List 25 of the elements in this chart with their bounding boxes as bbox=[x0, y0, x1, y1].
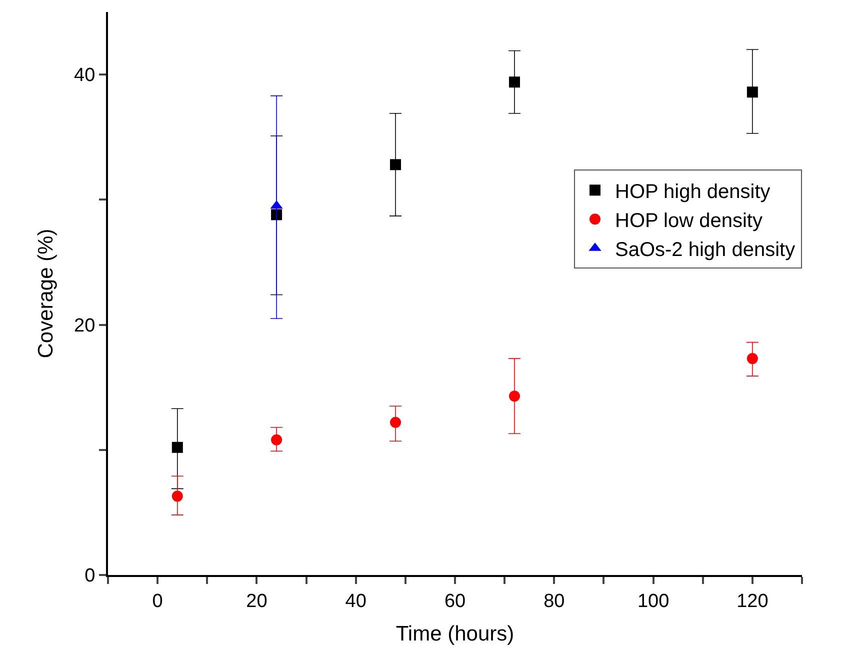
point bbox=[390, 159, 402, 170]
x-axis-title: Time (hours) bbox=[396, 622, 514, 646]
x-tick-label: 60 bbox=[444, 590, 466, 612]
point bbox=[172, 490, 183, 502]
y-tick-label: 0 bbox=[84, 566, 96, 587]
point bbox=[508, 76, 520, 88]
point bbox=[271, 434, 282, 446]
legend-label: SaOs-2 high density bbox=[615, 238, 796, 261]
point bbox=[508, 390, 520, 402]
y-axis-title: Coverage (%) bbox=[34, 228, 58, 358]
x-tick-label: 20 bbox=[246, 590, 268, 612]
point bbox=[746, 86, 758, 98]
point bbox=[172, 442, 183, 453]
x-tick-label: 0 bbox=[152, 590, 163, 612]
x-tick-label: 120 bbox=[736, 590, 768, 612]
x-tick-label: 40 bbox=[345, 590, 366, 612]
x-tick-label: 100 bbox=[637, 590, 670, 612]
x-tick-label: 80 bbox=[544, 590, 565, 612]
point bbox=[271, 209, 282, 220]
legend-label: HOP high density bbox=[615, 180, 770, 203]
point bbox=[390, 416, 402, 428]
legend-label: HOP low density bbox=[615, 210, 762, 232]
y-tick-label: 40 bbox=[74, 65, 96, 86]
point bbox=[746, 353, 758, 364]
y-tick-label: 20 bbox=[74, 315, 96, 336]
